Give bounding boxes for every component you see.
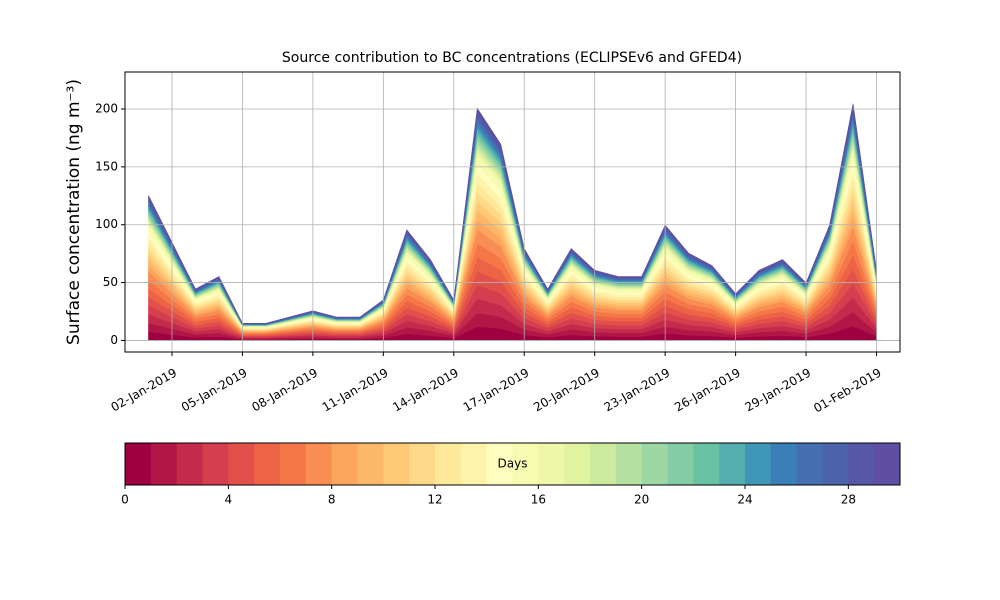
colorbar-swatch [331, 443, 358, 485]
y-axis-label: Surface concentration (ng m⁻³) [64, 79, 84, 345]
colorbar-swatch [874, 443, 901, 485]
colorbar-swatch [409, 443, 436, 485]
colorbar-swatch [486, 443, 513, 485]
colorbar-swatch [305, 443, 333, 485]
colorbar-swatch [693, 443, 720, 485]
y-tick-label: 150 [95, 159, 118, 173]
x-tick-label: 08-Jan-2019 [249, 366, 320, 415]
colorbar-swatch [564, 443, 591, 485]
x-tick-label: 26-Jan-2019 [672, 366, 743, 415]
colorbar-swatch [202, 443, 229, 485]
colorbar-swatch [254, 443, 281, 485]
colorbar-tick-label: 24 [737, 493, 752, 507]
colorbar-swatch [383, 443, 410, 485]
colorbar-tick-label: 4 [225, 493, 233, 507]
y-tick-label: 50 [103, 275, 118, 289]
y-tick-label: 100 [95, 217, 118, 231]
colorbar-tick-label: 0 [121, 493, 129, 507]
y-tick-label: 0 [110, 333, 118, 347]
colorbar-swatch [822, 443, 849, 485]
colorbar-label: Days [498, 457, 528, 471]
x-tick-label: 14-Jan-2019 [390, 366, 461, 415]
colorbar-swatch [125, 443, 152, 485]
colorbar-swatch [590, 443, 617, 485]
colorbar-tick-label: 28 [841, 493, 856, 507]
colorbar-swatch [796, 443, 823, 485]
colorbar-swatch [745, 443, 772, 485]
colorbar-swatch [770, 443, 798, 485]
colorbar-tick-label: 20 [634, 493, 649, 507]
colorbar-swatch [615, 443, 643, 485]
colorbar-swatch [719, 443, 746, 485]
colorbar-swatch [435, 443, 462, 485]
x-tick-label: 01-Feb-2019 [811, 366, 884, 416]
colorbar-swatch [512, 443, 539, 485]
y-tick-label: 200 [95, 102, 118, 116]
x-tick-label: 23-Jan-2019 [602, 366, 673, 415]
x-tick-label: 11-Jan-2019 [320, 366, 391, 415]
colorbar-swatch [641, 443, 668, 485]
x-tick-label: 20-Jan-2019 [531, 366, 602, 415]
x-tick-label: 17-Jan-2019 [461, 366, 532, 415]
colorbar-swatch [460, 443, 488, 485]
colorbar-swatch [848, 443, 875, 485]
colorbar-swatch [667, 443, 694, 485]
colorbar-swatch [538, 443, 565, 485]
colorbar-swatch [150, 443, 178, 485]
chart-title: Source contribution to BC concentrations… [282, 50, 742, 66]
x-tick-label: 29-Jan-2019 [743, 366, 814, 415]
colorbar-swatch [280, 443, 307, 485]
plot-frame [124, 71, 901, 353]
colorbar-tick-label: 8 [328, 493, 336, 507]
colorbar-tick-label: 16 [531, 493, 546, 507]
x-tick-label: 02-Jan-2019 [108, 366, 179, 415]
colorbar-frame [124, 442, 901, 486]
colorbar-swatch [228, 443, 255, 485]
x-tick-label: 05-Jan-2019 [179, 366, 250, 415]
colorbar-swatch [176, 443, 203, 485]
colorbar-tick-label: 12 [427, 493, 442, 507]
colorbar-swatch [357, 443, 384, 485]
